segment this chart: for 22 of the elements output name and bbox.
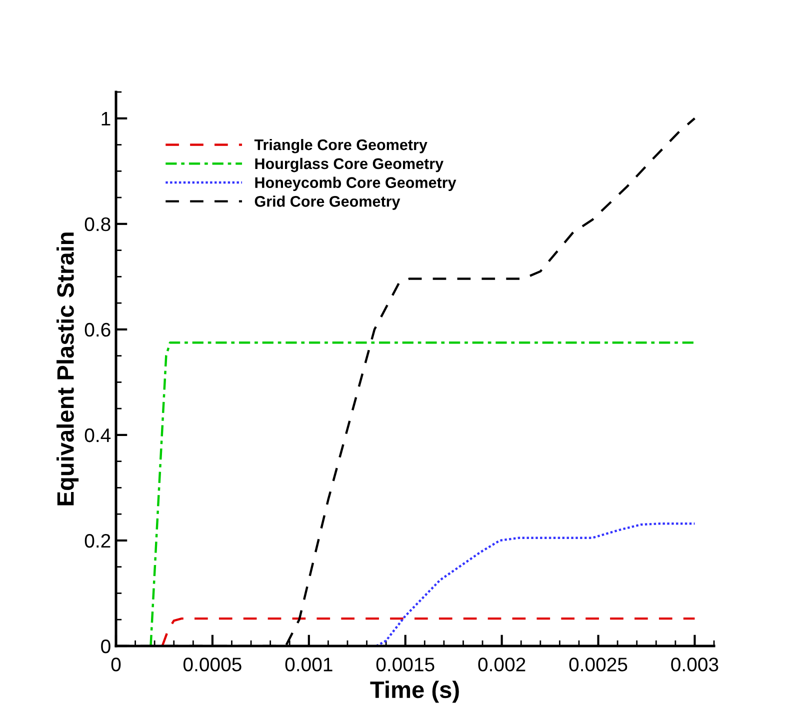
x-tick-label: 0.0005 bbox=[183, 658, 242, 672]
y-tick-label: 0.8 bbox=[84, 217, 110, 232]
legend-label: Triangle Core Geometry bbox=[254, 138, 428, 154]
x-tick-label: 0.0025 bbox=[569, 658, 628, 672]
y-tick-label: 0.6 bbox=[84, 322, 110, 337]
y-axis-title: Equivalent Plastic Strain bbox=[56, 232, 79, 506]
x-tick-label: 0.003 bbox=[671, 658, 718, 672]
x-tick-label: 0.0015 bbox=[376, 658, 434, 672]
y-tick-label: 0.2 bbox=[84, 534, 110, 548]
line-series bbox=[375, 522, 696, 646]
legend-label: Hourglass Core Geometry bbox=[255, 158, 444, 172]
line-series bbox=[150, 342, 696, 646]
x-axis-title: Time (s) bbox=[370, 680, 459, 703]
y-tick-label: 1 bbox=[102, 112, 110, 126]
line-series bbox=[161, 617, 696, 646]
x-tick-label: 0.001 bbox=[285, 658, 332, 672]
y-tick-label: 0 bbox=[101, 639, 110, 654]
legend-label: Honeycomb Core Geometry bbox=[255, 176, 456, 192]
y-tick-label: 0.4 bbox=[84, 428, 111, 442]
x-tick-label: 0 bbox=[111, 658, 121, 672]
legend-label: Grid Core Geometry bbox=[254, 196, 400, 210]
x-tick-label: 0.002 bbox=[478, 658, 526, 672]
